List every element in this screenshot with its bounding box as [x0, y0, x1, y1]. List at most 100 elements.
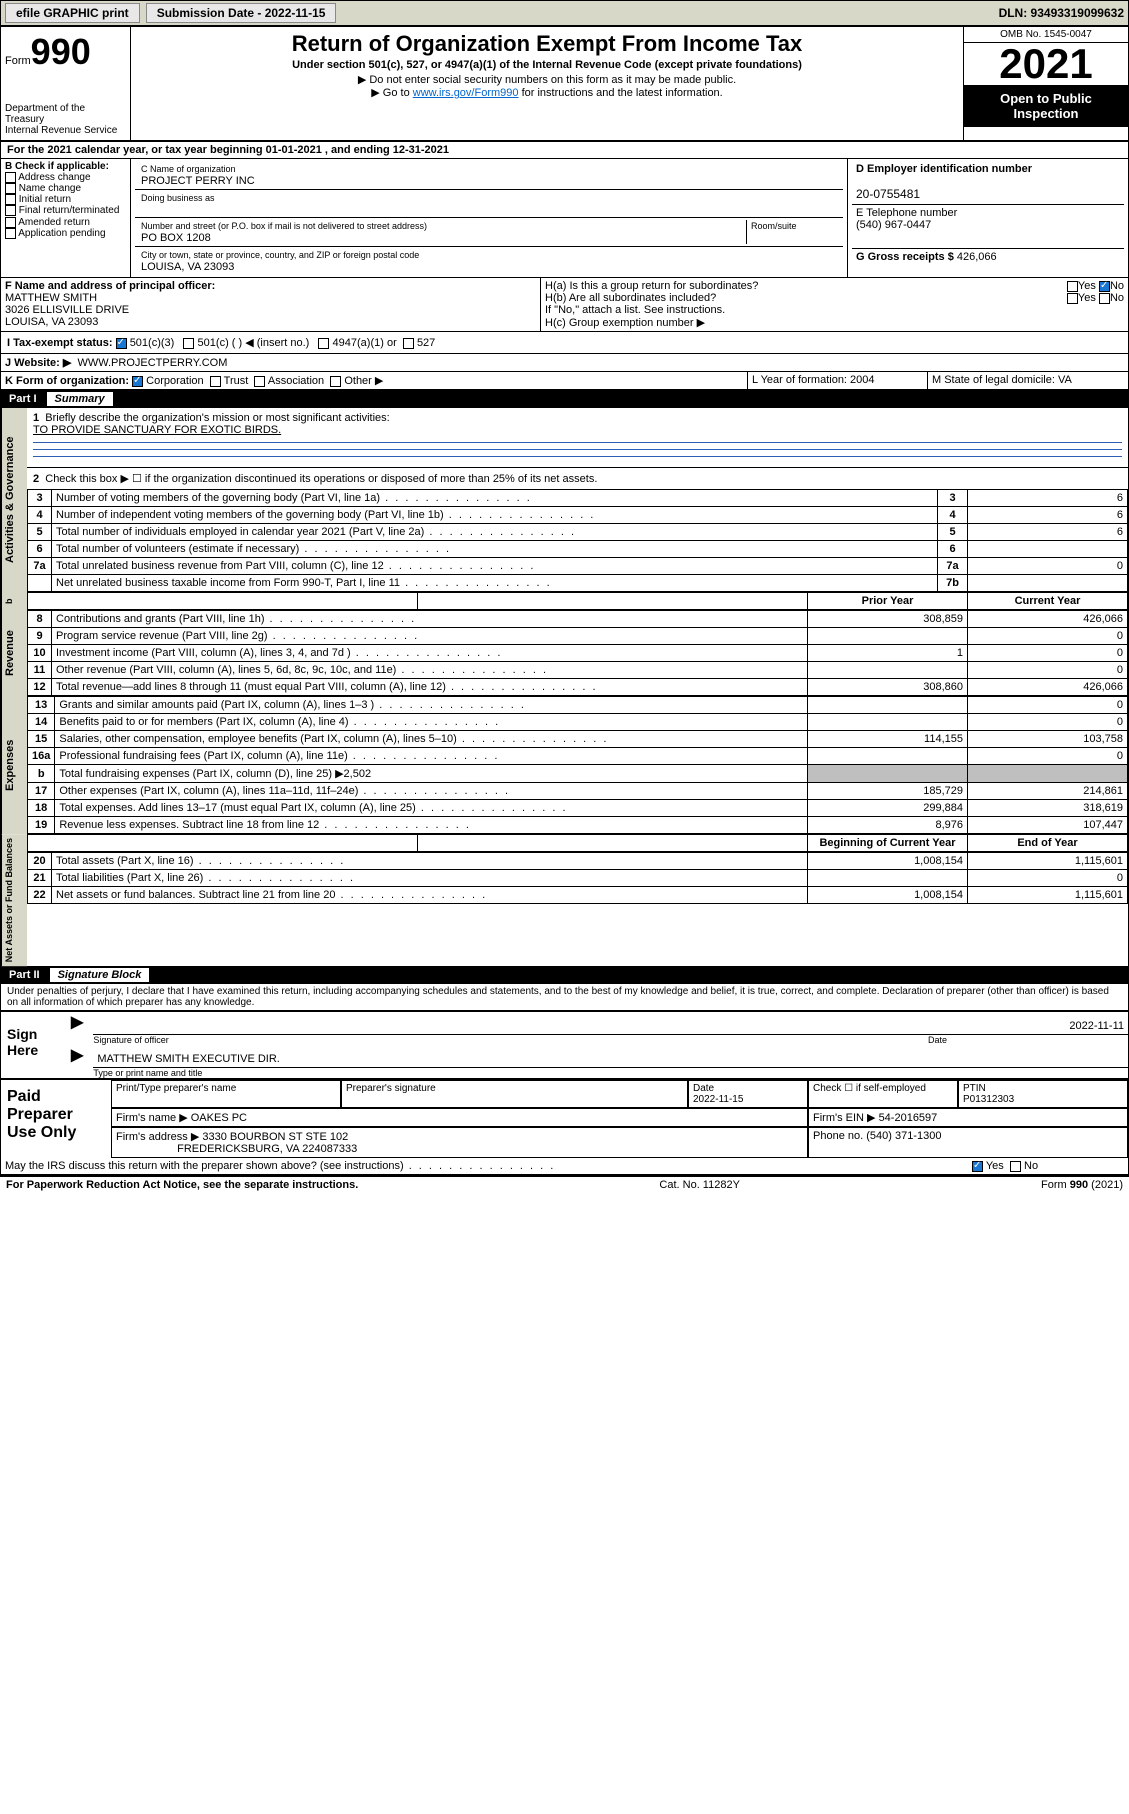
form-word: Form	[5, 55, 31, 67]
officer-addr2: LOUISA, VA 23093	[5, 316, 98, 328]
submission-date-button[interactable]: Submission Date - 2022-11-15	[146, 3, 337, 23]
checkbox-address-change[interactable]	[5, 172, 16, 183]
sign-here-block: Sign Here ▶ 2022-11-11 Signature of offi…	[1, 1010, 1128, 1078]
chk-527[interactable]	[403, 338, 414, 349]
opt-assoc: Association	[268, 375, 324, 387]
sig-date: 2022-11-11	[1069, 1020, 1124, 1032]
chk-trust[interactable]	[210, 376, 221, 387]
col-curr: Current Year	[968, 593, 1128, 610]
checkbox-amended-return[interactable]	[5, 217, 16, 228]
checkbox-name-change[interactable]	[5, 183, 16, 194]
ein-lbl: Firm's EIN ▶	[813, 1112, 876, 1124]
ha-yes[interactable]	[1067, 281, 1078, 292]
chk-assoc[interactable]	[254, 376, 265, 387]
pp-c3v: 2022-11-15	[693, 1094, 743, 1105]
checkbox-initial-return[interactable]	[5, 194, 16, 205]
efile-button[interactable]: efile GRAPHIC print	[5, 3, 140, 23]
form-990-wrap: Form990 Department of the Treasury Inter…	[0, 26, 1129, 1176]
col-beg: Beginning of Current Year	[808, 835, 968, 852]
ha-no-lbl: No	[1110, 280, 1124, 292]
chk-other[interactable]	[330, 376, 341, 387]
opt-address-change: Address change	[18, 172, 90, 183]
line-a: For the 2021 calendar year, or tax year …	[1, 142, 1128, 159]
pp-c1: Print/Type preparer's name	[111, 1080, 341, 1108]
goto-post: for instructions and the latest informat…	[519, 87, 723, 99]
city-lbl: City or town, state or province, country…	[141, 250, 419, 260]
cat-no: Cat. No. 11282Y	[659, 1179, 740, 1191]
checkbox-application-pending[interactable]	[5, 228, 16, 239]
officer-addr1: 3026 ELLISVILLE DRIVE	[5, 304, 129, 316]
discuss-no[interactable]	[1010, 1161, 1021, 1172]
website-val: WWW.PROJECTPERRY.COM	[77, 357, 227, 369]
chk-4947[interactable]	[318, 338, 329, 349]
firm-addr-lbl: Firm's address ▶	[116, 1131, 199, 1143]
form-footer: 990	[1070, 1179, 1088, 1191]
chk-501c3[interactable]	[116, 338, 127, 349]
opt-527: 527	[417, 337, 435, 349]
ha-lbl: H(a) Is this a group return for subordin…	[545, 280, 1067, 292]
line-l: L Year of formation: 2004	[748, 372, 928, 389]
firm-addr2: FREDERICKSBURG, VA 224087333	[177, 1143, 357, 1155]
opt-initial-return: Initial return	[19, 194, 71, 205]
dba-lbl: Doing business as	[141, 193, 215, 203]
opt-other: Other ▶	[344, 375, 383, 387]
hb-yes-lbl: Yes	[1078, 292, 1096, 304]
section-b: B Check if applicable: Address change Na…	[1, 159, 131, 277]
vtab-expenses: Expenses	[1, 696, 27, 834]
pp-c4: Check ☐ if self-employed	[808, 1080, 958, 1108]
firm-name: OAKES PC	[191, 1112, 247, 1124]
opt-corp: Corporation	[146, 375, 203, 387]
sec-g-lbl: G Gross receipts $	[856, 251, 954, 263]
firm-ein: 54-2016597	[879, 1112, 938, 1124]
summary-top-rows: 3Number of voting members of the governi…	[27, 489, 1128, 592]
expense-rows: 13Grants and similar amounts paid (Part …	[27, 696, 1128, 834]
sign-here-lbl: Sign Here	[1, 1012, 71, 1078]
vtab-b: b	[1, 592, 27, 610]
net-rows: 20Total assets (Part X, line 16)1,008,15…	[27, 852, 1128, 904]
form990-link[interactable]: www.irs.gov/Form990	[413, 87, 519, 99]
addr-val: PO BOX 1208	[141, 232, 211, 244]
firm-phone: (540) 371-1300	[866, 1130, 941, 1142]
q1-answer: TO PROVIDE SANCTUARY FOR EXOTIC BIRDS.	[33, 424, 281, 436]
opt-name-change: Name change	[19, 183, 81, 194]
paid-preparer-lbl: Paid Preparer Use Only	[1, 1080, 111, 1158]
opt-501c: 501(c) ( ) ◀ (insert no.)	[198, 337, 310, 349]
hb-yes[interactable]	[1067, 293, 1078, 304]
officer-name: MATTHEW SMITH	[5, 292, 97, 304]
col-end: End of Year	[968, 835, 1128, 852]
sig-declaration: Under penalties of perjury, I declare th…	[1, 984, 1128, 1010]
hb-no[interactable]	[1099, 293, 1110, 304]
checkbox-final-return[interactable]	[5, 205, 16, 216]
irs-label: Internal Revenue Service	[5, 125, 126, 136]
discuss-no-lbl: No	[1024, 1160, 1038, 1172]
part-1-header: Part I Summary	[1, 390, 1128, 408]
part-1-title: Summary	[47, 392, 113, 406]
topbar: efile GRAPHIC print Submission Date - 20…	[0, 0, 1129, 26]
firm-addr1: 3330 BOURBON ST STE 102	[202, 1131, 348, 1143]
tax-year: 2021	[964, 43, 1128, 85]
opt-application-pending: Application pending	[18, 228, 105, 239]
ha-no[interactable]	[1099, 281, 1110, 292]
form-number: 990	[31, 31, 91, 72]
dept-label: Department of the Treasury	[5, 103, 126, 125]
form-header: Form990 Department of the Treasury Inter…	[1, 27, 1128, 142]
part-1-num: Part I	[9, 393, 47, 405]
chk-corp[interactable]	[132, 376, 143, 387]
ha-yes-lbl: Yes	[1078, 280, 1096, 292]
vtab-net: Net Assets or Fund Balances	[1, 834, 27, 966]
discuss-yes-lbl: Yes	[986, 1160, 1004, 1172]
discuss-yes[interactable]	[972, 1161, 983, 1172]
ein-val: 20-0755481	[856, 187, 920, 201]
opt-amended-return: Amended return	[18, 217, 90, 228]
chk-501c[interactable]	[183, 338, 194, 349]
ph-lbl: Phone no.	[813, 1130, 863, 1142]
arrow-icon: ▶	[71, 1012, 83, 1045]
opt-4947: 4947(a)(1) or	[333, 337, 397, 349]
pra-notice: For Paperwork Reduction Act Notice, see …	[6, 1179, 358, 1191]
sec-e-lbl: E Telephone number	[856, 207, 957, 219]
addr-lbl: Number and street (or P.O. box if mail i…	[141, 221, 427, 231]
q1: Briefly describe the organization's miss…	[45, 412, 389, 424]
form-title: Return of Organization Exempt From Incom…	[139, 31, 955, 57]
gross-receipts: 426,066	[957, 251, 997, 263]
col-prior: Prior Year	[808, 593, 968, 610]
